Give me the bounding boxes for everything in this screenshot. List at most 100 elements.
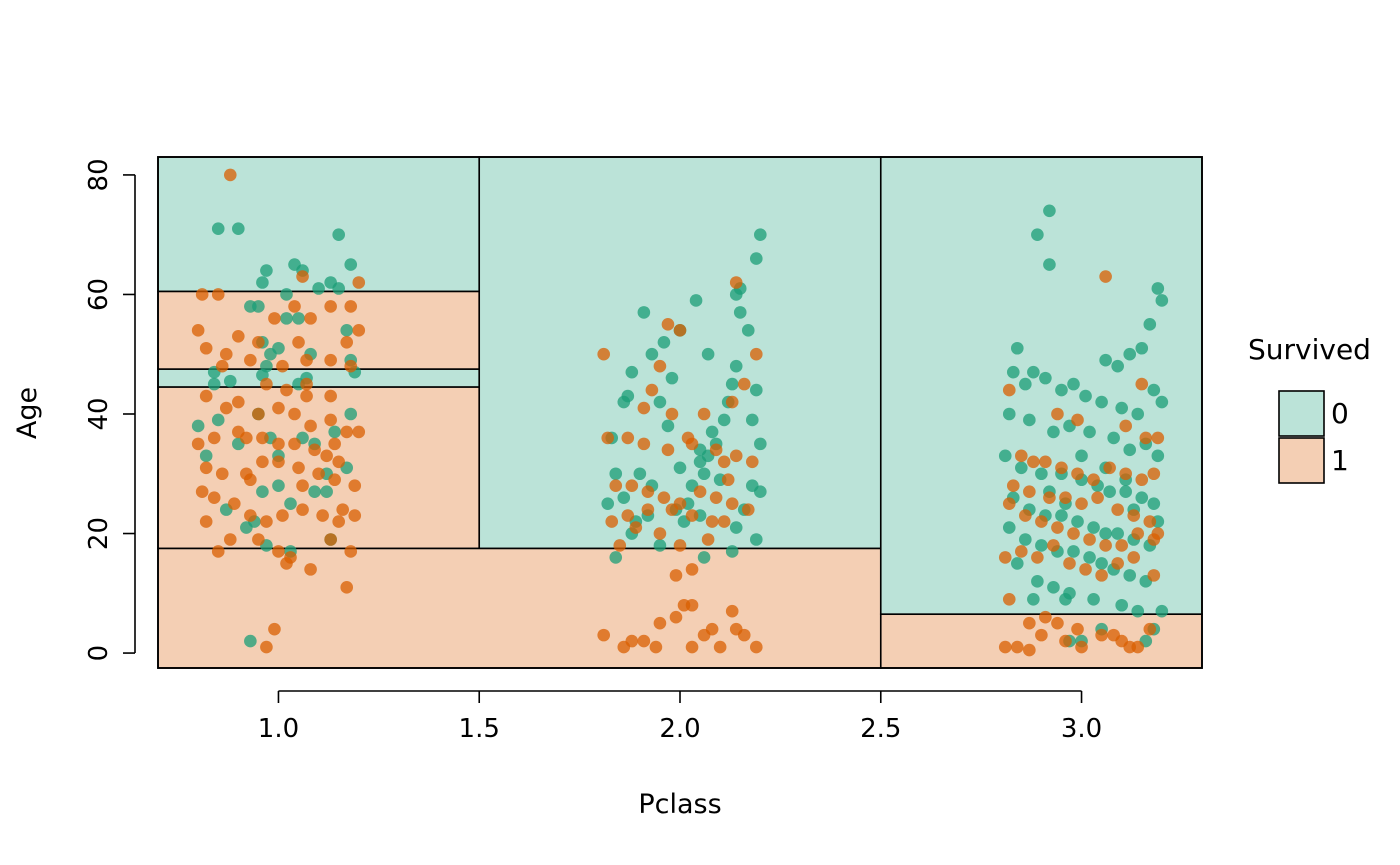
point-survived-1-41 [256,431,269,445]
point-survived-1-19 [276,359,289,373]
point-survived-0-93 [725,545,739,558]
point-survived-1-36 [340,425,354,439]
point-survived-1-106 [641,485,655,498]
point-survived-1-60 [276,509,289,522]
point-survived-0-159 [1099,527,1112,540]
point-survived-1-212 [1151,527,1165,540]
point-survived-1-150 [1002,383,1016,397]
point-survived-1-191 [1095,569,1108,582]
point-survived-0-113 [1043,258,1056,271]
point-survived-0-124 [1027,365,1040,379]
point-survived-0-125 [1039,371,1052,385]
point-survived-0-36 [308,485,321,498]
point-survived-1-140 [725,604,739,618]
point-survived-1-50 [272,455,285,469]
point-survived-0-180 [1155,604,1169,618]
point-survived-1-6 [344,300,358,313]
point-survived-1-209 [1075,640,1088,654]
point-survived-1-187 [1031,551,1044,564]
point-survived-1-67 [252,533,265,546]
point-survived-1-44 [308,443,321,457]
point-survived-0-0 [211,222,225,236]
region-0-survived-0 [157,156,481,293]
point-survived-0-81 [725,377,739,391]
point-survived-1-24 [260,377,273,391]
point-survived-0-103 [673,461,687,475]
point-survived-0-135 [1023,413,1036,427]
point-survived-0-168 [1083,551,1096,564]
point-survived-1-55 [195,485,209,498]
point-survived-1-148 [1099,270,1112,283]
point-survived-0-105 [633,467,647,481]
point-survived-0-70 [653,539,667,552]
point-survived-1-70 [304,563,317,576]
point-survived-1-7 [324,300,337,313]
x-tick-label-0: 1.0 [258,714,299,744]
point-survived-1-31 [252,407,265,421]
point-survived-1-71 [324,533,337,546]
point-survived-0-94 [729,521,743,534]
point-survived-1-94 [697,407,711,421]
point-survived-1-25 [280,383,293,397]
point-survived-0-106 [749,252,763,265]
point-survived-0-23 [223,374,237,388]
point-survived-1-54 [348,479,362,493]
point-survived-1-198 [1051,616,1064,630]
point-survived-1-151 [1051,407,1064,421]
point-survived-1-152 [1071,413,1084,427]
point-survived-0-8 [332,282,345,295]
point-survived-1-129 [625,634,639,648]
point-survived-1-186 [1015,545,1028,558]
point-survived-1-16 [199,341,213,355]
point-survived-1-146 [721,473,735,487]
point-survived-0-112 [1031,228,1044,241]
x-tick-label-4: 3.0 [1061,714,1102,744]
point-survived-1-9 [268,312,281,325]
point-survived-0-99 [665,371,679,385]
point-survived-1-195 [1002,592,1016,606]
point-survived-1-124 [717,455,731,469]
point-survived-1-117 [685,509,699,522]
point-survived-1-101 [709,443,723,457]
point-survived-0-75 [697,467,711,481]
point-survived-1-84 [300,377,313,391]
point-survived-0-15 [292,312,305,325]
point-survived-0-174 [1031,575,1044,588]
point-survived-1-174 [1143,515,1157,528]
point-survived-1-178 [1051,521,1064,534]
point-survived-1-111 [725,497,739,510]
y-tick-label-0: 0 [84,645,114,662]
point-survived-1-26 [300,389,313,403]
point-survived-1-126 [685,563,699,576]
point-survived-1-83 [332,455,345,469]
legend-title: Survived [1248,333,1371,366]
point-survived-0-134 [1002,407,1016,421]
point-survived-1-96 [601,431,615,445]
point-survived-1-196 [1023,616,1036,630]
point-survived-1-135 [685,598,699,612]
point-survived-0-3 [260,264,273,277]
point-survived-0-123 [1019,377,1032,391]
point-survived-1-125 [669,569,683,582]
point-survived-0-156 [1055,509,1068,522]
y-tick-label-1: 20 [84,517,114,550]
point-survived-1-17 [219,347,233,361]
point-survived-1-181 [1099,539,1112,552]
point-survived-1-127 [597,628,611,642]
point-survived-1-203 [1143,622,1157,636]
point-survived-1-3 [195,288,209,301]
point-survived-0-88 [749,383,763,397]
point-survived-0-100 [653,395,667,409]
point-survived-0-178 [1115,598,1128,612]
point-survived-1-162 [1103,461,1116,475]
point-survived-1-18 [244,353,257,367]
point-survived-1-183 [1131,527,1145,540]
point-survived-1-172 [1111,503,1124,516]
point-survived-1-72 [344,545,358,558]
point-survived-0-118 [1123,347,1137,361]
y-axis: 0 20 40 60 80 [84,158,136,662]
point-survived-0-140 [1123,443,1137,457]
point-survived-1-115 [641,503,655,516]
point-survived-0-130 [1115,401,1128,415]
point-survived-1-0 [223,168,237,182]
